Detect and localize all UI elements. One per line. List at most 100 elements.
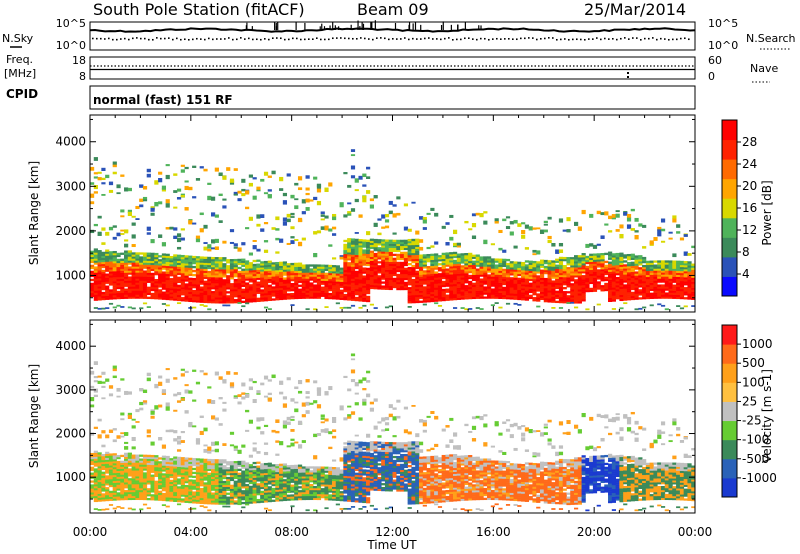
power-cell: [203, 296, 208, 300]
power-cell: [430, 277, 435, 281]
power-cell: [120, 233, 125, 235]
power-cell: [536, 305, 541, 308]
power-cell: [301, 276, 306, 279]
power-cell: [120, 266, 125, 269]
power-cell: [441, 260, 446, 264]
power-cell: [657, 292, 662, 295]
power-cell: [350, 288, 356, 291]
power-cell: [369, 303, 374, 306]
velocity-cell: [131, 484, 136, 487]
power-cell: [301, 278, 306, 281]
power-cell: [350, 208, 356, 212]
power-cell: [131, 254, 136, 257]
power-cell: [124, 274, 129, 277]
power-cell: [494, 278, 499, 281]
velocity-cell: [184, 484, 189, 488]
velocity-cell: [169, 429, 174, 433]
velocity-cell: [195, 472, 201, 475]
power-cell: [441, 272, 446, 276]
velocity-cell: [173, 485, 178, 489]
power-cell: [150, 278, 155, 282]
power-cell: [229, 229, 235, 233]
velocity-cell: [116, 462, 121, 466]
power-cell: [638, 267, 643, 270]
velocity-cell: [97, 434, 102, 439]
power-cell: [581, 293, 586, 296]
velocity-cell: [188, 481, 193, 484]
nsearch-dot: [128, 38, 130, 41]
power-cell: [169, 264, 174, 267]
power-cell: [422, 290, 427, 293]
velocity-cell: [131, 508, 136, 511]
power-cell: [642, 272, 647, 276]
power-cell: [381, 261, 386, 264]
power-cell: [577, 271, 582, 274]
velocity-cell: [97, 466, 102, 469]
power-cell: [494, 274, 499, 277]
power-cell: [332, 213, 337, 217]
power-cell: [165, 277, 170, 281]
velocity-cell: [135, 456, 140, 459]
power-cell: [562, 299, 567, 302]
power-cell: [313, 196, 318, 201]
power-cell: [657, 296, 662, 299]
velocity-cell: [150, 482, 155, 485]
power-cell: [290, 304, 295, 307]
power-cell: [105, 277, 110, 280]
power-cell: [267, 262, 272, 265]
power-cell: [324, 268, 329, 271]
velocity-cell: [180, 373, 185, 377]
velocity-cell: [176, 478, 182, 481]
power-y-tick-label: 3000: [55, 179, 86, 193]
power-cell: [392, 267, 397, 271]
power-cell: [430, 293, 435, 297]
power-cell: [343, 245, 348, 249]
power-cell: [124, 187, 129, 192]
power-cell: [683, 234, 688, 237]
power-cell: [411, 266, 416, 270]
velocity-cell: [173, 409, 178, 412]
power-cell: [547, 268, 552, 271]
velocity-cell: [116, 482, 121, 485]
power-cell: [248, 182, 253, 187]
power-cell: [464, 263, 469, 266]
power-cell: [150, 258, 155, 262]
power-cell: [135, 268, 140, 271]
power-cell: [426, 288, 431, 291]
power-cell: [570, 291, 575, 294]
power-cell: [422, 292, 427, 295]
power-cell: [547, 296, 552, 299]
power-cell: [173, 282, 178, 285]
nsearch-dot: [456, 38, 458, 41]
power-cell: [362, 293, 367, 296]
power-cell: [176, 286, 182, 290]
power-cell: [124, 288, 129, 291]
power-cell: [638, 259, 643, 262]
power-cell: [366, 283, 371, 287]
velocity-cell: [192, 458, 197, 461]
power-cell: [146, 254, 151, 257]
power-cell: [411, 270, 416, 274]
power-cell: [626, 298, 632, 301]
power-cell: [645, 262, 651, 266]
power-cell: [407, 273, 412, 276]
power-cell: [513, 279, 518, 282]
power-cell: [558, 266, 564, 270]
power-cell: [146, 264, 151, 267]
velocity-cell: [139, 478, 144, 481]
power-cell: [195, 258, 201, 261]
velocity-cell: [105, 491, 110, 494]
power-cell: [214, 265, 219, 268]
power-cell: [226, 261, 231, 264]
velocity-cell: [124, 476, 129, 479]
power-cell: [471, 278, 477, 281]
power-cell: [415, 230, 420, 235]
power-cell: [392, 249, 397, 253]
velocity-cell: [176, 470, 182, 473]
nsearch-dot: [480, 37, 482, 40]
power-cell: [354, 288, 359, 292]
power-cell: [551, 268, 556, 271]
power-cell: [373, 279, 378, 282]
power-cell: [558, 274, 564, 278]
power-cell: [279, 297, 284, 301]
